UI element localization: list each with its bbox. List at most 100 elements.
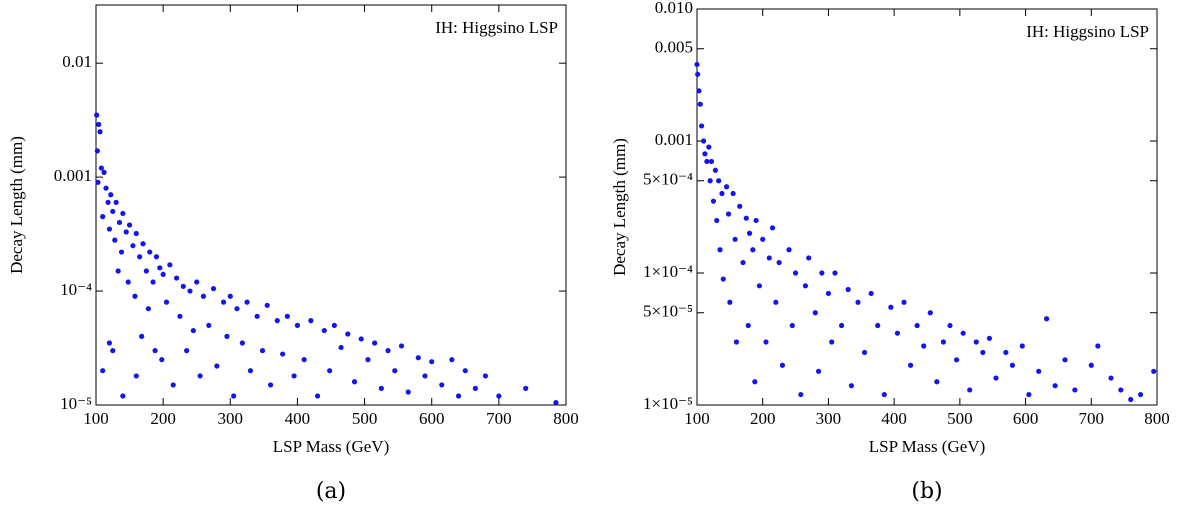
point xyxy=(100,214,106,220)
point xyxy=(455,393,462,399)
point xyxy=(143,268,149,274)
x-tick-label: 200 xyxy=(750,409,776,428)
point xyxy=(710,198,717,204)
point xyxy=(327,368,333,374)
point xyxy=(934,379,940,385)
y-tick-label: 5×10⁻⁵ xyxy=(643,302,693,321)
point xyxy=(496,393,502,399)
point xyxy=(773,299,779,305)
point xyxy=(940,339,947,345)
point xyxy=(745,322,751,329)
point xyxy=(523,385,529,391)
point xyxy=(894,330,901,336)
point xyxy=(331,322,337,328)
point xyxy=(106,226,113,232)
x-tick-label: 700 xyxy=(1079,409,1105,428)
point xyxy=(280,351,286,357)
x-tick-label: 800 xyxy=(1144,409,1170,428)
point xyxy=(789,322,795,329)
point xyxy=(133,230,139,237)
x-tick-label: 400 xyxy=(881,409,907,428)
point xyxy=(200,293,207,299)
point xyxy=(264,302,270,308)
point xyxy=(702,151,708,157)
point xyxy=(231,393,237,399)
x-tick-label: 300 xyxy=(218,409,244,428)
point xyxy=(792,270,799,276)
point xyxy=(756,283,763,289)
point xyxy=(180,283,186,289)
point xyxy=(125,279,131,285)
point xyxy=(927,310,933,316)
point xyxy=(819,270,825,276)
point xyxy=(214,363,220,369)
y-tick-label: 0.010 xyxy=(655,0,693,17)
point xyxy=(321,327,327,334)
point xyxy=(714,217,720,224)
point xyxy=(838,322,845,329)
point xyxy=(750,247,756,253)
point xyxy=(372,340,378,346)
point xyxy=(861,349,868,356)
x-tick-label: 100 xyxy=(684,409,710,428)
point xyxy=(706,144,712,150)
point xyxy=(980,349,986,356)
point xyxy=(106,340,113,346)
point xyxy=(960,330,966,336)
point xyxy=(1072,387,1078,393)
point xyxy=(120,393,126,399)
point xyxy=(206,322,212,328)
point xyxy=(385,348,391,354)
point xyxy=(695,71,701,77)
point xyxy=(907,362,914,368)
point xyxy=(239,340,245,346)
point xyxy=(1151,368,1157,374)
y-tick-label: 0.005 xyxy=(655,38,693,57)
point xyxy=(993,375,999,381)
point xyxy=(462,368,468,374)
point xyxy=(881,391,887,398)
point xyxy=(472,385,478,391)
point xyxy=(259,348,266,354)
point xyxy=(848,383,855,389)
point xyxy=(96,121,102,128)
point xyxy=(227,293,233,299)
point xyxy=(707,178,713,184)
point xyxy=(294,322,301,328)
point xyxy=(769,225,776,231)
point xyxy=(308,318,314,324)
point xyxy=(98,165,104,171)
point xyxy=(708,158,715,165)
x-tick-label: 500 xyxy=(352,409,378,428)
point xyxy=(798,391,804,398)
point xyxy=(345,331,351,337)
point xyxy=(967,387,973,393)
point xyxy=(727,299,733,305)
point xyxy=(1044,316,1050,322)
x-tick-label: 400 xyxy=(285,409,311,428)
point xyxy=(776,259,782,266)
point xyxy=(1019,343,1025,349)
point xyxy=(845,286,851,293)
point xyxy=(716,178,722,184)
point xyxy=(429,359,435,365)
point xyxy=(696,88,702,94)
point xyxy=(986,335,993,341)
point xyxy=(291,373,297,379)
point xyxy=(153,254,160,260)
point xyxy=(1095,343,1101,349)
plot-frame xyxy=(696,8,1158,406)
point xyxy=(449,357,455,363)
point xyxy=(118,249,125,255)
point xyxy=(177,313,183,319)
point xyxy=(108,192,114,198)
point xyxy=(802,283,809,289)
point xyxy=(167,262,173,268)
y-tick-label: 1×10⁻⁴ xyxy=(643,262,693,281)
point xyxy=(697,101,703,107)
point xyxy=(1128,396,1134,403)
point xyxy=(725,211,732,217)
point xyxy=(901,299,907,305)
plot-frame xyxy=(95,4,567,406)
point xyxy=(694,61,700,68)
